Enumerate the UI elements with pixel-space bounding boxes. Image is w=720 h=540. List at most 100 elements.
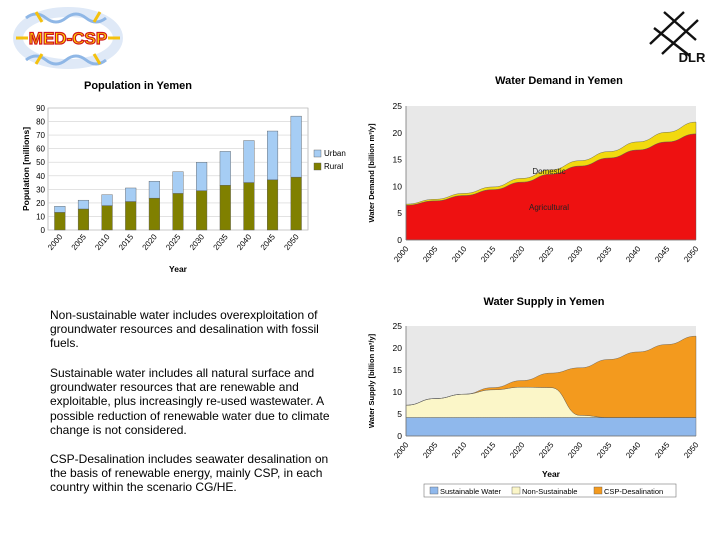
- x-tick-label: 2035: [211, 232, 230, 252]
- x-tick-label: 2010: [93, 232, 112, 252]
- x-tick-label: 2045: [259, 232, 278, 252]
- x-tick-label: 2025: [537, 244, 556, 264]
- x-tick-label: 2050: [282, 232, 301, 252]
- area-csp-desalination: [405, 335, 697, 418]
- y-tick-label: 5: [397, 409, 402, 419]
- x-tick-label: 2020: [141, 232, 160, 252]
- legend-swatch: [429, 486, 439, 495]
- chart-title: Water Demand in Yemen: [495, 75, 623, 87]
- y-axis-label: Water Demand [billion m³/y]: [367, 123, 376, 222]
- y-tick-label: 50: [36, 158, 45, 167]
- bar-urban: [148, 180, 160, 199]
- bar-rural: [172, 193, 184, 231]
- area-sustainable-water: [405, 417, 697, 437]
- dlr-logo: DLR: [649, 11, 706, 65]
- x-tick-label: 2040: [624, 244, 643, 264]
- x-tick-label: 2005: [70, 232, 89, 252]
- bar-rural: [148, 197, 160, 231]
- x-tick-label: 2025: [537, 440, 556, 460]
- y-tick-label: 10: [393, 181, 403, 191]
- y-tick-label: 60: [36, 145, 45, 154]
- bar-urban: [101, 194, 113, 206]
- bar-urban: [267, 130, 279, 181]
- bar-rural: [196, 190, 208, 231]
- annotation-agricultural: Agricultural: [529, 203, 569, 212]
- legend-entry: Sustainable Water: [440, 487, 502, 496]
- bar-urban: [243, 140, 255, 183]
- x-tick-label: 2025: [164, 232, 183, 252]
- dlr-emblem-icon: [649, 11, 699, 57]
- bar-urban: [196, 162, 208, 191]
- x-tick-label: 2030: [566, 244, 585, 264]
- dlr-logo-text: DLR: [679, 50, 706, 65]
- y-tick-label: 15: [393, 365, 403, 375]
- x-tick-label: 2045: [653, 244, 672, 264]
- y-tick-label: 20: [393, 343, 403, 353]
- x-tick-label: 2005: [421, 244, 440, 264]
- bar-urban: [219, 151, 231, 186]
- y-tick-label: 15: [393, 155, 403, 165]
- bar-urban: [125, 187, 137, 202]
- x-tick-label: 2015: [479, 244, 498, 264]
- chart-title: Water Supply in Yemen: [483, 296, 604, 308]
- bar-rural: [290, 176, 302, 231]
- note-csp-desalination: CSP-Desalination includes seawater desal…: [50, 452, 329, 495]
- x-tick-label: 2030: [188, 232, 207, 252]
- note-non-sustainable: Non-sustainable water includes overexplo…: [50, 308, 319, 351]
- bar-urban: [172, 171, 184, 194]
- x-tick-label: 2020: [508, 440, 527, 460]
- y-axis-label: Population [millions]: [21, 127, 31, 211]
- x-tick-label: 2000: [46, 232, 65, 252]
- x-tick-label: 2010: [450, 440, 469, 460]
- bar-urban: [290, 115, 302, 178]
- y-tick-label: 5: [397, 208, 402, 218]
- y-tick-label: 0: [397, 431, 402, 441]
- bar-urban: [77, 199, 89, 210]
- x-tick-label: 2035: [595, 244, 614, 264]
- y-tick-label: 25: [393, 101, 403, 111]
- legend-entry: Urban: [324, 149, 346, 158]
- y-tick-label: 25: [393, 321, 403, 331]
- legend-swatch: [511, 486, 521, 495]
- legend-entry: Non-Sustainable: [522, 487, 577, 496]
- bar-rural: [101, 205, 113, 231]
- legend-box: [423, 483, 677, 498]
- legend-entry: Rural: [324, 162, 343, 171]
- area-domestic: [405, 121, 697, 206]
- y-tick-label: 20: [393, 128, 403, 138]
- x-tick-label: 2040: [624, 440, 643, 460]
- x-tick-label: 2020: [508, 244, 527, 264]
- y-tick-label: 10: [36, 212, 45, 221]
- bar-urban: [54, 206, 66, 213]
- x-tick-label: 2030: [566, 440, 585, 460]
- x-tick-label: 2005: [421, 440, 440, 460]
- y-tick-label: 30: [36, 185, 45, 194]
- x-tick-label: 2000: [392, 244, 411, 264]
- legend-swatch: [313, 149, 322, 158]
- chart-title: Population in Yemen: [84, 80, 192, 92]
- y-tick-label: 10: [393, 387, 403, 397]
- x-tick-label: 2050: [682, 244, 701, 264]
- y-axis-label: Water Supply [billion m³/y]: [367, 333, 376, 428]
- legend-entry: CSP-Desalination: [604, 487, 663, 496]
- x-axis-label: Year: [169, 264, 188, 274]
- legend-swatch: [313, 162, 322, 171]
- sun-rays-icon: [13, 7, 124, 69]
- annotation-domestic: Domestic: [532, 167, 565, 176]
- bar-rural: [77, 208, 89, 231]
- bar-rural: [54, 212, 66, 231]
- x-tick-label: 2040: [235, 232, 254, 252]
- y-tick-label: 40: [36, 172, 45, 181]
- y-tick-label: 80: [36, 118, 45, 127]
- bar-rural: [267, 179, 279, 231]
- y-tick-label: 20: [36, 199, 45, 208]
- y-tick-label: 90: [36, 104, 45, 113]
- x-tick-label: 2000: [392, 440, 411, 460]
- x-axis-label: Year: [542, 469, 561, 479]
- y-tick-label: 0: [397, 235, 402, 245]
- x-tick-label: 2015: [117, 232, 136, 252]
- x-tick-label: 2010: [450, 244, 469, 264]
- med-csp-logo-text: MED-CSP: [29, 29, 107, 48]
